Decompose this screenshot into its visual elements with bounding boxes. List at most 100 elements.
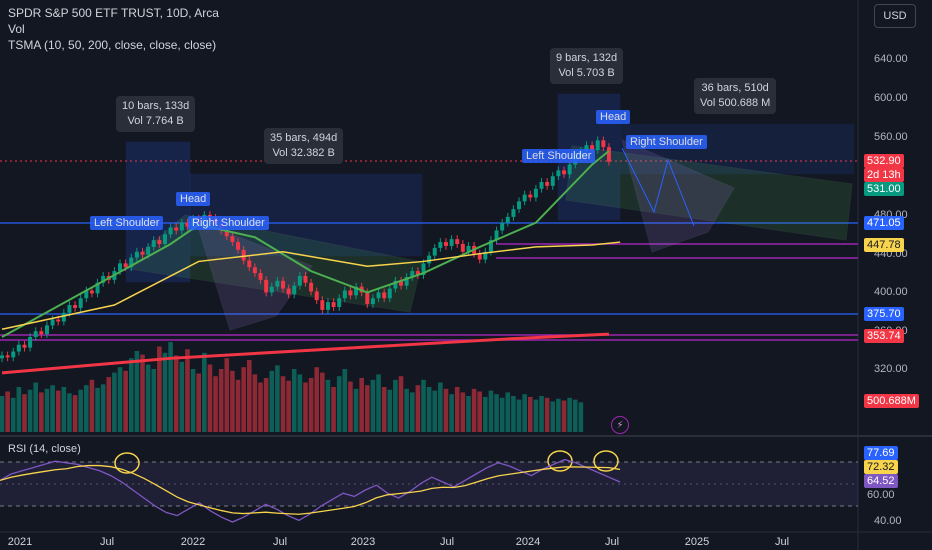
candle-body xyxy=(404,276,409,286)
candle-body xyxy=(500,222,505,231)
measure-box-4[interactable] xyxy=(619,123,855,175)
candle-body xyxy=(264,279,269,293)
measure-label-2[interactable]: 35 bars, 494d Vol 32.382 B xyxy=(264,128,344,164)
candle-body xyxy=(297,275,302,286)
projection-path[interactable] xyxy=(621,147,695,227)
volume-bar xyxy=(190,369,196,432)
volume-bar xyxy=(61,387,67,432)
rsi-peak-circle-2[interactable] xyxy=(547,450,573,472)
volume-bar xyxy=(235,379,241,432)
rsi-mid-tag: 60.00 xyxy=(867,489,895,501)
rsi-legend[interactable]: RSI (14, close) xyxy=(8,443,81,455)
volume-bar xyxy=(325,379,331,432)
volume-bar xyxy=(128,358,134,432)
head-label-2[interactable]: Head xyxy=(596,110,631,124)
volume-bar xyxy=(112,372,117,432)
measure-label-3[interactable]: 9 bars, 132d Vol 5.703 B xyxy=(550,48,624,84)
candle-body xyxy=(281,280,285,289)
candle-body xyxy=(0,355,4,359)
volume-bars xyxy=(0,342,584,432)
tsma-legend[interactable]: TSMA (10, 50, 200, close, close, close) xyxy=(8,38,217,52)
candle-body xyxy=(421,263,426,275)
candle-body xyxy=(28,337,33,348)
volume-bar xyxy=(556,398,561,432)
left-shoulder-label-2[interactable]: Left Shoulder xyxy=(522,149,596,163)
left-shoulder-label-1[interactable]: Left Shoulder xyxy=(90,216,164,230)
time-axis[interactable]: 2021 Jul 2022 Jul 2023 Jul 2024 Jul 2025… xyxy=(0,532,858,550)
measure-label-4-line2: Vol 500.688 M xyxy=(700,97,771,109)
volume-bar xyxy=(314,367,320,432)
volume-bar xyxy=(348,381,353,432)
volume-bar xyxy=(432,390,438,432)
volume-legend[interactable]: Vol xyxy=(8,22,25,36)
measure-label-4[interactable]: 36 bars, 510d Vol 500.688 M xyxy=(694,78,777,114)
candle-body xyxy=(354,286,359,296)
candle-body xyxy=(550,176,555,186)
volume-bar xyxy=(387,389,393,432)
volume-bar xyxy=(10,397,16,432)
volume-bar xyxy=(443,388,449,432)
projection-cone-1[interactable] xyxy=(195,219,313,331)
candle-body xyxy=(140,251,145,255)
lightning-icon[interactable]: ⚡ xyxy=(611,416,629,434)
projection-cone-2[interactable] xyxy=(621,139,735,253)
rsi-peak-circle-1[interactable] xyxy=(114,452,140,474)
level-375-tag: 375.70 xyxy=(864,307,904,321)
candle-body xyxy=(393,280,398,289)
candle-body xyxy=(545,182,550,186)
volume-bar xyxy=(140,354,145,432)
measure-label-4-line1: 36 bars, 510d xyxy=(701,82,769,94)
time-tick: 2025 xyxy=(684,536,710,548)
candle-body xyxy=(376,292,381,299)
price-tick: 400.00 xyxy=(874,286,908,298)
moving-averages xyxy=(1,150,621,375)
rsi-ma-tag: 72.32 xyxy=(864,460,898,474)
volume-bar xyxy=(415,385,421,432)
candle-body xyxy=(320,300,325,310)
candle-body xyxy=(410,271,415,277)
price-tick: 600.00 xyxy=(874,92,908,104)
rsi-lines xyxy=(0,458,621,523)
time-tick: Jul xyxy=(99,536,115,548)
volume-bar xyxy=(527,396,533,432)
volume-bar xyxy=(67,393,72,432)
right-shoulder-label-1[interactable]: Right Shoulder xyxy=(188,216,269,230)
measure-label-1[interactable]: 10 bars, 133d Vol 7.764 B xyxy=(116,96,196,132)
ma10-tag: 531.00 xyxy=(864,182,904,196)
volume-bar xyxy=(207,364,213,432)
volume-bar xyxy=(297,374,303,432)
volume-bar xyxy=(269,370,275,432)
volume-bar xyxy=(22,394,27,432)
volume-bar xyxy=(123,370,128,432)
volume-bar xyxy=(286,380,291,432)
currency-selector[interactable]: USD xyxy=(874,4,916,28)
candle-body xyxy=(460,244,465,252)
volume-bar xyxy=(426,387,432,432)
candle-body xyxy=(606,147,611,162)
volume-bar xyxy=(173,355,179,432)
volume-bar xyxy=(398,376,404,432)
volume-bar xyxy=(308,378,314,432)
volume-bar xyxy=(483,396,488,432)
volume-bar xyxy=(275,365,280,432)
volume-bar xyxy=(117,367,123,432)
candle-body xyxy=(399,280,404,286)
candle-body xyxy=(337,298,342,307)
volume-bar xyxy=(303,382,308,432)
volume-bar xyxy=(145,364,151,432)
candle-body xyxy=(488,240,493,252)
volume-bar xyxy=(421,379,426,432)
volume-bar xyxy=(499,397,505,432)
volume-bar xyxy=(241,367,246,432)
candle-body xyxy=(342,290,347,299)
rsi-peak-circle-3[interactable] xyxy=(593,450,619,472)
symbol-legend[interactable]: SPDR S&P 500 ETF TRUST, 10D, Arca xyxy=(8,6,219,20)
volume-bar xyxy=(454,387,460,432)
measure-box-1[interactable] xyxy=(125,141,191,283)
candle-body xyxy=(370,298,375,305)
candle-body xyxy=(348,290,353,296)
head-label-1[interactable]: Head xyxy=(176,192,211,206)
right-shoulder-label-2[interactable]: Right Shoulder xyxy=(626,135,707,149)
measure-box-2[interactable] xyxy=(189,173,423,257)
